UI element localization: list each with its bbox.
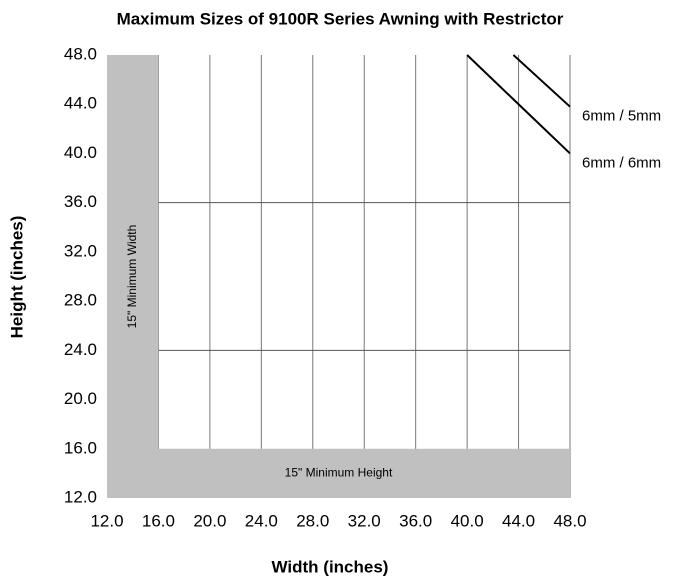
x-tick-label: 32.0 <box>348 511 381 530</box>
x-tick-label: 44.0 <box>502 511 535 530</box>
x-tick-label: 20.0 <box>193 511 226 530</box>
series-label: 6mm / 5mm <box>582 108 661 125</box>
x-tick-label: 12.0 <box>90 511 123 530</box>
x-tick-label: 16.0 <box>142 511 175 530</box>
line <box>466 54 571 155</box>
x-tick-label: 28.0 <box>296 511 329 530</box>
y-tick-label: 48.0 <box>64 44 97 63</box>
x-axis-label: Width (inches) <box>272 557 389 576</box>
y-tick-label: 32.0 <box>64 241 97 260</box>
y-tick-label: 20.0 <box>64 389 97 408</box>
series-label: 6mm / 6mm <box>582 154 661 171</box>
region <box>107 55 159 498</box>
y-tick-label: 44.0 <box>64 94 97 113</box>
y-tick-label: 12.0 <box>64 487 97 506</box>
y-axis-label: Height (inches) <box>7 216 26 339</box>
chart-title: Maximum Sizes of 9100R Series Awning wit… <box>117 9 564 28</box>
y-tick-label: 36.0 <box>64 192 97 211</box>
region-label: 15" Minimum Height <box>285 466 393 480</box>
x-tick-label: 48.0 <box>553 511 586 530</box>
region <box>107 448 570 498</box>
x-tick-label: 24.0 <box>245 511 278 530</box>
y-tick-label: 16.0 <box>64 438 97 457</box>
y-tick-label: 40.0 <box>64 143 97 162</box>
line <box>512 54 571 108</box>
region-label: 15" Minimum Width <box>125 225 139 329</box>
y-tick-label: 28.0 <box>64 291 97 310</box>
x-tick-label: 36.0 <box>399 511 432 530</box>
y-tick-label: 24.0 <box>64 340 97 359</box>
x-tick-label: 40.0 <box>451 511 484 530</box>
